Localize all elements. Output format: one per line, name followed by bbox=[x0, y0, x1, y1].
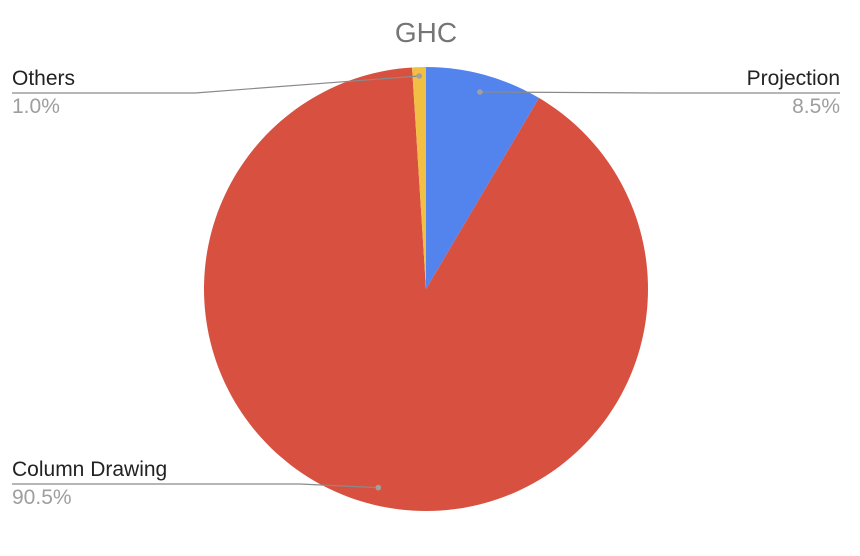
slice-label-percent: 1.0% bbox=[12, 95, 60, 118]
pie-slices bbox=[203, 67, 648, 512]
slice-label-percent: 90.5% bbox=[12, 486, 72, 509]
slice-label-name: Column Drawing bbox=[12, 458, 167, 481]
leader-line bbox=[12, 75, 420, 94]
leader-line bbox=[12, 483, 379, 489]
slice-label-projection: Projection 8.5% bbox=[747, 67, 840, 118]
pie-slice-projection bbox=[426, 67, 540, 289]
pie-slice-others bbox=[412, 67, 426, 289]
leader-dot bbox=[375, 484, 382, 491]
slice-label-name: Others bbox=[12, 67, 75, 90]
leader-lines bbox=[12, 73, 840, 491]
leader-dot bbox=[477, 89, 483, 95]
slice-label-name: Projection bbox=[747, 67, 840, 90]
chart-title: GHC bbox=[395, 17, 457, 48]
slice-label-percent: 8.5% bbox=[792, 95, 840, 118]
leader-line bbox=[479, 91, 840, 94]
slice-label-others: Others 1.0% bbox=[12, 67, 75, 118]
slice-label-column-drawing: Column Drawing 90.5% bbox=[12, 458, 167, 509]
pie-slice-column-drawing bbox=[203, 67, 648, 512]
leader-dot bbox=[416, 73, 423, 79]
